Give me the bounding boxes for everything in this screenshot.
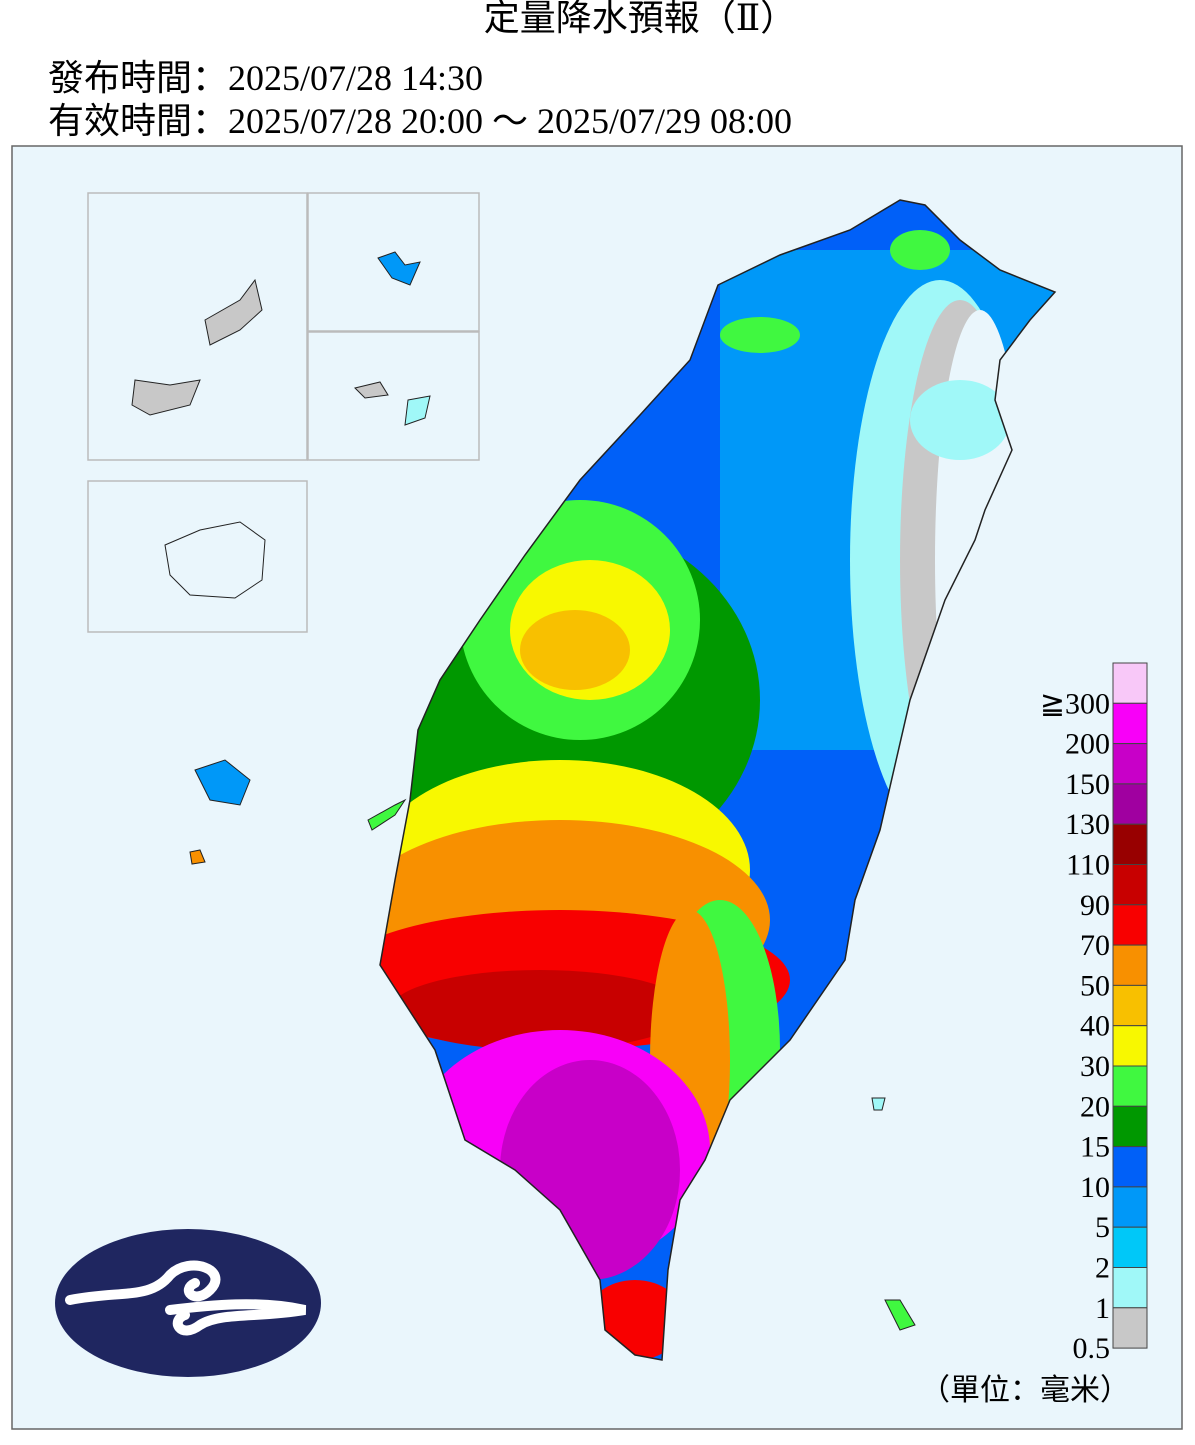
legend-swatch <box>1112 1105 1148 1148</box>
legend-swatch <box>1112 904 1148 946</box>
insets <box>87 192 480 633</box>
legend-swatch <box>1112 1226 1148 1268</box>
valid-time: 有效時間：2025/07/28 20:00 ～ 2025/07/29 08:00 <box>48 101 792 141</box>
legend-swatch <box>1112 702 1148 745</box>
legend-label: 90 <box>1080 889 1110 922</box>
legend-label: 110 <box>1066 849 1110 882</box>
legend: ≧300 200 150 130 110 90 70 50 40 30 20 15 10 5 2 1 0.5 <box>1040 662 1148 1365</box>
legend-swatch <box>1112 1186 1148 1228</box>
legend-swatch <box>1112 823 1148 866</box>
legend-label: 30 <box>1080 1050 1110 1083</box>
legend-swatch <box>1112 1025 1148 1067</box>
legend-label: 130 <box>1065 808 1110 841</box>
title: 定量降水預報（Ⅱ） <box>484 0 796 38</box>
legend-label: ≧300 <box>1040 687 1110 720</box>
islands <box>131 251 916 1331</box>
legend-label: 150 <box>1065 768 1110 801</box>
legend-swatch <box>1112 984 1148 1027</box>
legend-label: 5 <box>1095 1211 1110 1244</box>
legend-label: 10 <box>1080 1171 1110 1204</box>
legend-label: 70 <box>1080 929 1110 962</box>
legend-label: 20 <box>1080 1090 1110 1123</box>
legend-swatch <box>1112 743 1148 785</box>
issue-time: 發布時間：2025/07/28 14:30 <box>48 58 483 98</box>
legend-swatch <box>1112 944 1148 986</box>
legend-swatch <box>1112 1146 1148 1188</box>
legend-swatch <box>1112 783 1148 825</box>
legend-swatch <box>1112 1307 1148 1349</box>
legend-swatch <box>1112 864 1148 906</box>
legend-swatch <box>1112 662 1148 704</box>
legend-label: 50 <box>1080 969 1110 1002</box>
legend-label: 15 <box>1080 1131 1110 1164</box>
legend-swatch <box>1112 1267 1148 1309</box>
legend-unit: （單位：毫米） <box>920 1374 1130 1407</box>
legend-label: 200 <box>1065 728 1110 761</box>
legend-label: 40 <box>1080 1010 1110 1043</box>
legend-label: 0.5 <box>1073 1332 1111 1365</box>
legend-label: 2 <box>1095 1252 1110 1285</box>
legend-swatch <box>1112 1065 1148 1107</box>
legend-label: 1 <box>1095 1292 1110 1325</box>
cwa-logo <box>55 1229 321 1377</box>
